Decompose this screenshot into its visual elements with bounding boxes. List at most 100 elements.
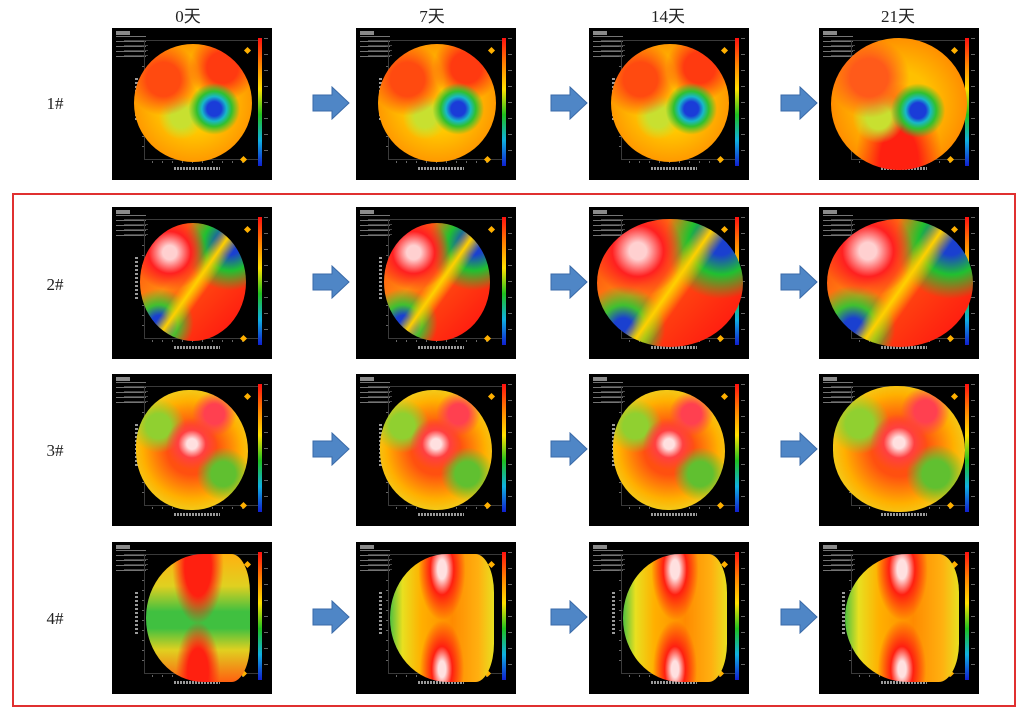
- x-axis-label: [881, 681, 927, 684]
- x-axis-ticks: [629, 161, 729, 163]
- surface-height-map: [136, 390, 248, 510]
- surface-map-panel: [819, 207, 979, 359]
- instrument-logo: [593, 210, 607, 214]
- color-scale-ticks: [508, 38, 512, 166]
- color-scale-bar: [965, 38, 969, 166]
- color-scale-bar: [258, 552, 262, 680]
- y-axis-label: [379, 257, 382, 299]
- color-scale-bar: [502, 217, 506, 345]
- y-axis-label: [842, 592, 845, 634]
- right-arrow-icon: [780, 432, 818, 466]
- y-axis-label: [612, 592, 615, 634]
- color-scale-ticks: [508, 552, 512, 680]
- x-axis-label: [174, 681, 220, 684]
- surface-map-panel: [112, 28, 272, 180]
- surface-map-panel: [589, 374, 749, 526]
- x-axis-label: [174, 513, 220, 516]
- color-scale-ticks: [741, 38, 745, 166]
- row-label-1: 1#: [46, 94, 64, 113]
- x-axis-label: [881, 513, 927, 516]
- instrument-logo: [116, 545, 130, 549]
- color-scale-ticks: [971, 38, 975, 166]
- right-arrow-icon: [312, 265, 350, 299]
- y-axis-ticks: [386, 560, 388, 668]
- color-scale-bar: [735, 552, 739, 680]
- surface-map-panel: [819, 28, 979, 180]
- color-scale-bar: [735, 38, 739, 166]
- instrument-logo: [593, 545, 607, 549]
- column-header-1: 7天: [419, 7, 445, 26]
- instrument-logo: [116, 31, 130, 35]
- surface-map-panel: [589, 28, 749, 180]
- color-scale-ticks: [741, 552, 745, 680]
- x-axis-ticks: [152, 161, 252, 163]
- column-header-0: 0天: [175, 7, 201, 26]
- x-axis-label: [651, 346, 697, 349]
- color-scale-ticks: [971, 384, 975, 512]
- highlight-box: [12, 193, 1016, 707]
- right-arrow-icon: [550, 265, 588, 299]
- surface-height-map: [611, 44, 729, 162]
- x-axis-label: [418, 681, 464, 684]
- surface-height-map: [140, 223, 246, 341]
- column-header-3: 21天: [881, 7, 915, 26]
- x-axis-label: [174, 167, 220, 170]
- surface-height-map: [597, 219, 743, 347]
- column-header-2: 14天: [651, 7, 685, 26]
- surface-map-panel: [112, 207, 272, 359]
- row-label-2: 2#: [46, 275, 64, 294]
- surface-map-panel: [819, 374, 979, 526]
- instrument-logo: [823, 545, 837, 549]
- instrument-logo: [823, 31, 837, 35]
- instrument-logo: [360, 31, 374, 35]
- color-scale-bar: [502, 552, 506, 680]
- x-axis-ticks: [396, 340, 496, 342]
- color-scale-bar: [965, 384, 969, 512]
- surface-height-map: [378, 44, 496, 162]
- instrument-logo: [360, 377, 374, 381]
- surface-map-panel: [356, 207, 516, 359]
- surface-map-panel: [356, 374, 516, 526]
- surface-height-map: [613, 390, 725, 510]
- surface-height-map: [380, 390, 492, 510]
- right-arrow-icon: [312, 86, 350, 120]
- x-axis-label: [651, 681, 697, 684]
- right-arrow-icon: [780, 265, 818, 299]
- color-scale-ticks: [971, 217, 975, 345]
- surface-map-panel: [589, 207, 749, 359]
- instrument-logo: [360, 545, 374, 549]
- surface-height-map: [833, 386, 965, 512]
- surface-height-map: [623, 554, 727, 682]
- right-arrow-icon: [312, 432, 350, 466]
- instrument-logo: [360, 210, 374, 214]
- surface-height-map: [146, 554, 250, 682]
- surface-height-map: [384, 223, 490, 341]
- instrument-logo: [823, 377, 837, 381]
- x-axis-ticks: [396, 161, 496, 163]
- right-arrow-icon: [550, 600, 588, 634]
- y-axis-label: [135, 592, 138, 634]
- color-scale-ticks: [971, 552, 975, 680]
- instrument-logo: [116, 210, 130, 214]
- x-axis-ticks: [152, 340, 252, 342]
- surface-height-map: [827, 219, 973, 347]
- right-arrow-icon: [312, 600, 350, 634]
- instrument-logo: [116, 377, 130, 381]
- color-scale-bar: [502, 38, 506, 166]
- right-arrow-icon: [780, 600, 818, 634]
- color-scale-bar: [258, 38, 262, 166]
- color-scale-bar: [258, 217, 262, 345]
- x-axis-label: [418, 513, 464, 516]
- surface-map-panel: [112, 542, 272, 694]
- row-label-3: 3#: [46, 441, 64, 460]
- y-axis-label: [135, 257, 138, 299]
- x-axis-label: [418, 167, 464, 170]
- surface-height-map: [134, 44, 252, 162]
- surface-map-panel: [819, 542, 979, 694]
- x-axis-label: [651, 167, 697, 170]
- surface-height-map: [831, 38, 967, 170]
- instrument-logo: [593, 31, 607, 35]
- x-axis-label: [418, 346, 464, 349]
- x-axis-label: [174, 346, 220, 349]
- right-arrow-icon: [550, 432, 588, 466]
